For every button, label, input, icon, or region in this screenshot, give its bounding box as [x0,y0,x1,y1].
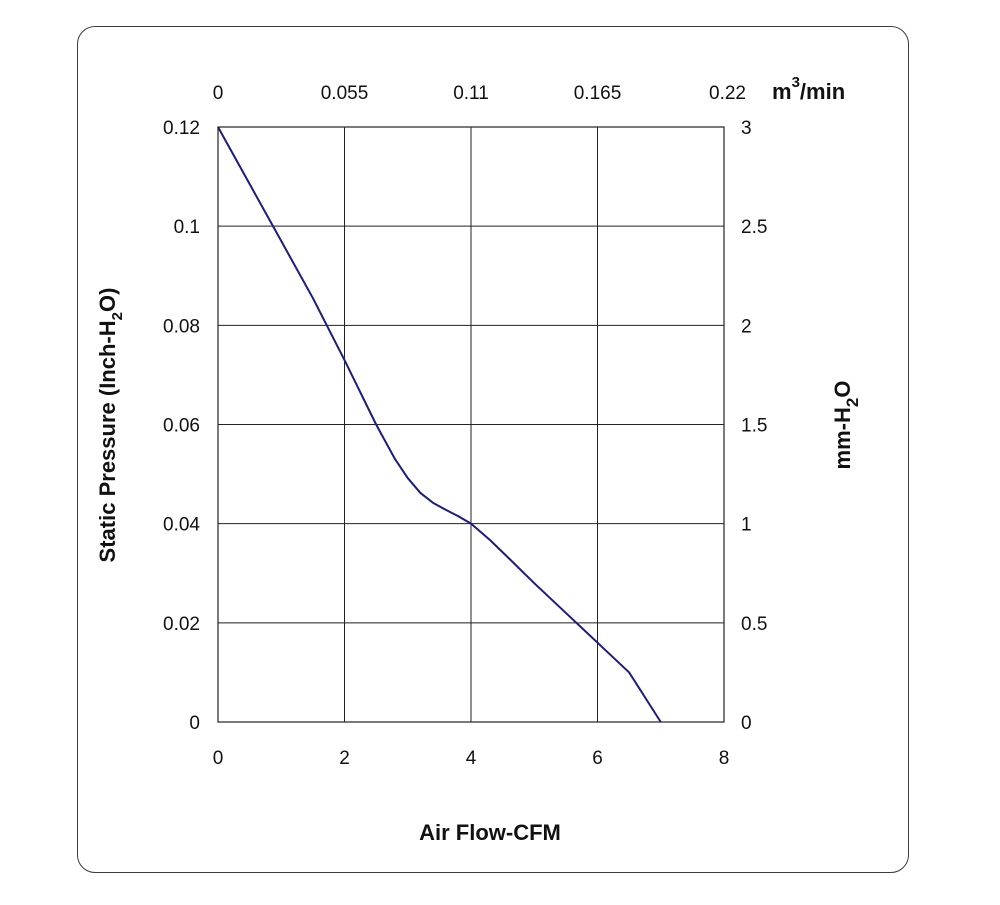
x2-tick-label: 0.055 [321,83,369,104]
y-tick-label: 0.04 [163,515,200,536]
y2-tick-label: 2.5 [741,217,767,238]
tick-labels: 0 2 4 6 80 0.055 0.11 0.165 0.2200.020.040.060.0… [163,83,767,769]
y2-axis-title: mm-H2O [830,381,862,470]
y2-title-rest: O [830,381,855,398]
x-tick-label: 4 [466,748,477,769]
y2-title-main: mm-H [830,407,855,469]
x2-tick-label: 0.22 [709,83,746,104]
chart-frame [77,26,909,873]
y2-title-sub: 2 [843,398,862,407]
plot-border [217,126,725,723]
y2-tick-label: 1.5 [741,416,767,437]
y-title-sub: 2 [109,312,126,320]
series-group [217,126,662,723]
y-title-main: Static Pressure (Inch-H [95,320,120,562]
x2-tick-label: 0.165 [574,83,622,104]
y2-tick-label: 3 [741,118,752,139]
grid [217,126,725,723]
x-tick-label: 2 [339,748,350,769]
y-tick-label: 0.12 [163,118,200,139]
y-tick-label: 0 [189,713,200,734]
x2-tick-label: 0 [213,83,224,104]
y2-tick-label: 2 [741,316,752,337]
y2-tick-label: 0 [741,713,752,734]
y-title-rest: O) [95,288,120,312]
y-tick-label: 0.08 [163,316,200,337]
x-tick-label: 6 [592,748,603,769]
x-tick-label: 0 [213,748,224,769]
x-axis-title: Air Flow-CFM [419,820,561,845]
y-tick-label: 0.1 [174,217,200,238]
x-tick-label: 8 [719,748,730,769]
y2-tick-label: 1 [741,515,752,536]
x2-tick-label: 0.11 [453,83,489,104]
x2-title-sup: 3 [792,74,800,91]
series-line-0 [217,126,662,723]
x2-axis-title: m3/min [772,74,845,104]
y-tick-label: 0.02 [163,614,200,635]
y2-tick-label: 0.5 [741,614,767,635]
x2-title-rest: /min [800,79,845,104]
x2-title-main: m [772,79,792,104]
y-axis-title: Static Pressure (Inch-H2O) [95,288,126,563]
y-tick-label: 0.06 [163,416,200,437]
